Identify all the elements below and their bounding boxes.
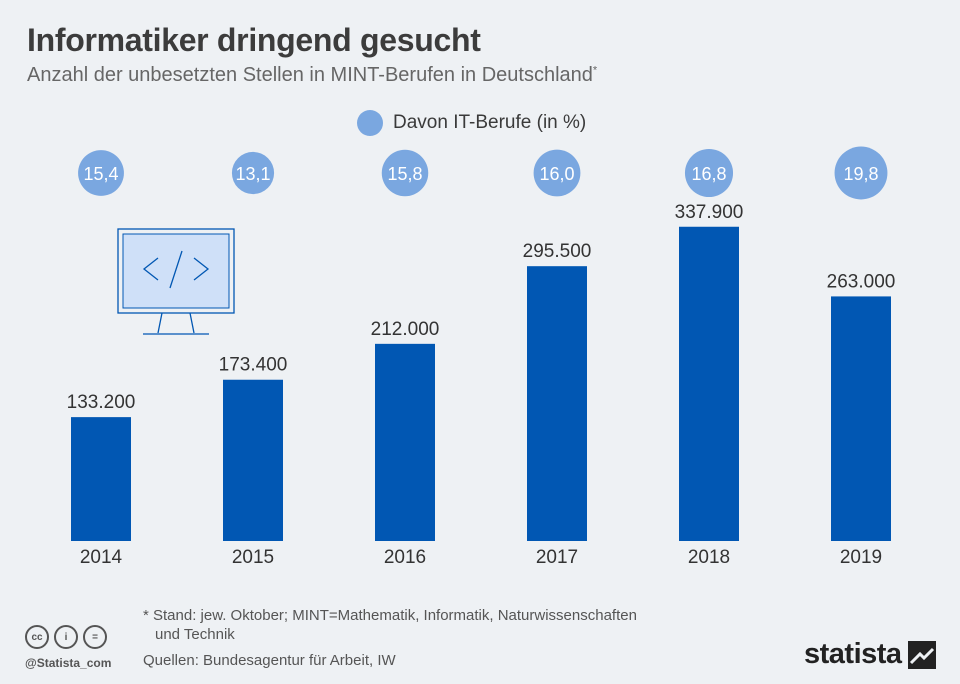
value-label-2016: 212.000 <box>371 319 440 340</box>
subtitle-footnote-mark: * <box>592 64 598 77</box>
legend-swatch <box>357 110 383 136</box>
sources: Quellen: Bundesagentur für Arbeit, IW <box>143 652 396 669</box>
statista-logo: statista <box>804 638 936 671</box>
it-share-label-2018: 16,8 <box>691 164 726 184</box>
x-label-2015: 2015 <box>232 547 274 568</box>
it-share-bubbles: 15,4 13,1 15,8 16,0 16,8 19,8 <box>78 146 888 200</box>
subtitle-text: Anzahl der unbesetzten Stellen in MINT-B… <box>27 64 593 86</box>
code-bracket-right <box>193 257 210 281</box>
code-bracket-left <box>142 257 159 281</box>
bar-2017 <box>527 266 587 541</box>
bar-2015 <box>223 379 283 541</box>
bar-2018 <box>679 226 739 542</box>
it-share-label-2017: 16,0 <box>539 164 574 184</box>
it-share-bubble-2017 <box>533 149 581 197</box>
it-share-bubble-2018 <box>684 148 734 198</box>
footnote: * Stand: jew. Oktober; MINT=Mathematik, … <box>143 606 743 644</box>
footnote-line-1: * Stand: jew. Oktober; MINT=Mathematik, … <box>143 607 637 624</box>
brand-name: statista <box>804 638 902 670</box>
attribution-icon: i <box>54 625 78 649</box>
value-label-2014: 133.200 <box>67 392 136 413</box>
it-share-label-2019: 19,8 <box>843 164 878 184</box>
it-share-bubble-2016 <box>381 149 429 197</box>
it-share-label-2015: 13,1 <box>235 164 270 184</box>
x-label-2019: 2019 <box>840 547 882 568</box>
it-share-label-2014: 15,4 <box>83 164 118 184</box>
chart-subtitle: Anzahl der unbesetzten Stellen in MINT-B… <box>27 64 597 87</box>
no-derivatives-icon: = <box>83 625 107 649</box>
legend-label: Davon IT-Berufe (in %) <box>393 112 587 133</box>
x-label-2018: 2018 <box>688 547 730 568</box>
x-label-2014: 2014 <box>80 547 123 568</box>
value-label-2019: 263.000 <box>827 271 896 292</box>
bar-2014 <box>71 417 131 541</box>
code-monitor-icon <box>117 228 235 335</box>
x-axis-labels: 2014 2015 2016 2017 2018 2019 <box>80 547 882 568</box>
value-labels: 133.200 173.400 212.000 295.500 337.900 263.0… <box>67 202 896 413</box>
code-slash <box>169 250 183 289</box>
it-share-bubble-2014 <box>78 150 124 196</box>
it-share-bubble-2019 <box>834 146 888 200</box>
it-share-bubble-2015 <box>231 151 275 195</box>
it-share-label-2016: 15,8 <box>387 164 422 184</box>
cc-icon: cc <box>25 625 49 649</box>
bar-chart: 15,4 13,1 15,8 16,0 16,8 19,8 133.200 173.400 2… <box>67 146 896 568</box>
chart-title: Informatiker dringend gesucht <box>27 22 481 58</box>
legend: Davon IT-Berufe (in %) <box>357 110 586 136</box>
x-label-2017: 2017 <box>536 547 578 568</box>
value-label-2017: 295.500 <box>523 241 592 262</box>
footnote-line-2: und Technik <box>155 626 235 643</box>
monitor-back-frame <box>117 228 235 314</box>
twitter-handle: @Statista_com <box>25 656 112 670</box>
bar-2016 <box>375 343 435 541</box>
monitor-stand <box>157 312 195 334</box>
value-label-2018: 337.900 <box>675 202 744 223</box>
license-icons: cc i = <box>25 625 107 649</box>
statista-mark-icon <box>907 640 936 669</box>
x-label-2016: 2016 <box>384 547 426 568</box>
value-label-2015: 173.400 <box>219 355 288 376</box>
bar-2019 <box>831 296 891 541</box>
bars <box>71 226 891 542</box>
